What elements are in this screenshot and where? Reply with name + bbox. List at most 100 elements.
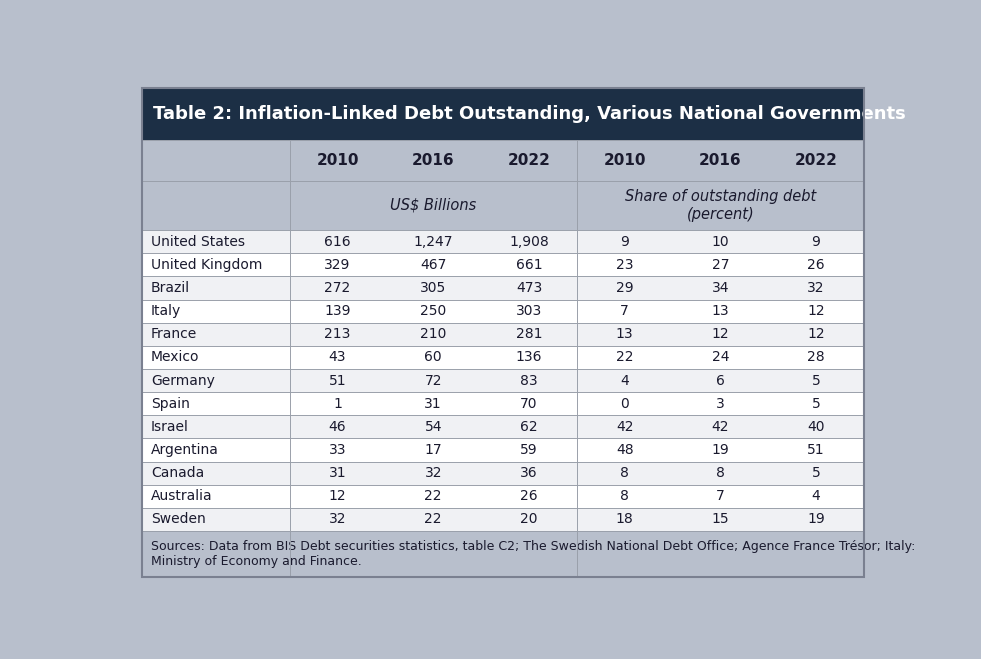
Text: 29: 29 — [616, 281, 634, 295]
Text: 8: 8 — [620, 466, 629, 480]
Text: 139: 139 — [325, 304, 351, 318]
Text: 46: 46 — [329, 420, 346, 434]
Text: 136: 136 — [516, 351, 542, 364]
Bar — [141, 323, 864, 346]
Text: United States: United States — [151, 235, 244, 248]
Text: 32: 32 — [425, 466, 442, 480]
Text: 210: 210 — [420, 328, 446, 341]
Bar — [141, 181, 864, 230]
Text: 303: 303 — [516, 304, 542, 318]
Text: 329: 329 — [325, 258, 351, 272]
Text: 1: 1 — [334, 397, 342, 411]
Text: 23: 23 — [616, 258, 634, 272]
Text: Mexico: Mexico — [151, 351, 199, 364]
Text: 26: 26 — [520, 490, 538, 503]
Text: 32: 32 — [807, 281, 825, 295]
Bar — [141, 140, 864, 181]
Text: 213: 213 — [325, 328, 351, 341]
Text: 51: 51 — [807, 443, 825, 457]
Text: Argentina: Argentina — [151, 443, 219, 457]
Text: 36: 36 — [520, 466, 538, 480]
Text: 10: 10 — [711, 235, 729, 248]
Text: 51: 51 — [329, 374, 346, 387]
Text: 3: 3 — [716, 397, 725, 411]
Bar — [141, 369, 864, 392]
Text: 20: 20 — [520, 513, 538, 527]
Text: Table 2: Inflation-Linked Debt Outstanding, Various National Governments: Table 2: Inflation-Linked Debt Outstandi… — [153, 105, 905, 123]
Text: US$ Billions: US$ Billions — [390, 198, 477, 213]
Text: 12: 12 — [807, 328, 825, 341]
Text: 26: 26 — [807, 258, 825, 272]
Text: 83: 83 — [520, 374, 538, 387]
Bar — [141, 438, 864, 461]
Text: 12: 12 — [711, 328, 729, 341]
Bar — [141, 461, 864, 485]
Text: 43: 43 — [329, 351, 346, 364]
Text: 1,908: 1,908 — [509, 235, 548, 248]
Text: Germany: Germany — [151, 374, 215, 387]
Bar — [141, 415, 864, 438]
Text: 2010: 2010 — [603, 153, 645, 168]
Text: 19: 19 — [711, 443, 729, 457]
Text: 18: 18 — [616, 513, 634, 527]
Text: 72: 72 — [425, 374, 442, 387]
Text: 22: 22 — [425, 490, 442, 503]
Text: 661: 661 — [516, 258, 542, 272]
Text: 473: 473 — [516, 281, 542, 295]
Text: 19: 19 — [807, 513, 825, 527]
Text: 5: 5 — [811, 374, 820, 387]
Text: 15: 15 — [711, 513, 729, 527]
Text: 28: 28 — [807, 351, 825, 364]
Text: Sources: Data from BIS Debt securities statistics, table C2; The Swedish Nationa: Sources: Data from BIS Debt securities s… — [151, 540, 915, 568]
Text: 1,247: 1,247 — [414, 235, 453, 248]
Text: 305: 305 — [420, 281, 446, 295]
Text: United Kingdom: United Kingdom — [151, 258, 262, 272]
Text: 12: 12 — [807, 304, 825, 318]
Text: 7: 7 — [716, 490, 725, 503]
Text: Australia: Australia — [151, 490, 212, 503]
Text: 40: 40 — [807, 420, 825, 434]
Text: 33: 33 — [329, 443, 346, 457]
Text: 5: 5 — [811, 397, 820, 411]
Text: 62: 62 — [520, 420, 538, 434]
Text: Spain: Spain — [151, 397, 189, 411]
Text: 281: 281 — [516, 328, 542, 341]
Text: 8: 8 — [716, 466, 725, 480]
Text: 2016: 2016 — [699, 153, 742, 168]
Bar — [141, 346, 864, 369]
Bar — [141, 508, 864, 531]
Bar — [141, 485, 864, 508]
Bar — [141, 392, 864, 415]
Text: 48: 48 — [616, 443, 634, 457]
Text: 250: 250 — [420, 304, 446, 318]
Text: 54: 54 — [425, 420, 442, 434]
Text: 59: 59 — [520, 443, 538, 457]
Text: 27: 27 — [711, 258, 729, 272]
Text: Italy: Italy — [151, 304, 181, 318]
Text: Canada: Canada — [151, 466, 204, 480]
Text: 12: 12 — [329, 490, 346, 503]
Text: 7: 7 — [620, 304, 629, 318]
Text: 4: 4 — [811, 490, 820, 503]
Text: 31: 31 — [425, 397, 442, 411]
Text: 2016: 2016 — [412, 153, 454, 168]
Text: 24: 24 — [711, 351, 729, 364]
Text: 42: 42 — [711, 420, 729, 434]
Text: 2010: 2010 — [316, 153, 359, 168]
Text: 60: 60 — [425, 351, 442, 364]
Text: Sweden: Sweden — [151, 513, 205, 527]
Text: 8: 8 — [620, 490, 629, 503]
Text: 70: 70 — [520, 397, 538, 411]
Bar — [141, 531, 864, 577]
Text: Share of outstanding debt
(percent): Share of outstanding debt (percent) — [625, 189, 816, 221]
Text: 22: 22 — [425, 513, 442, 527]
Text: 2022: 2022 — [795, 153, 838, 168]
Text: 13: 13 — [711, 304, 729, 318]
Text: 22: 22 — [616, 351, 634, 364]
Text: 9: 9 — [620, 235, 629, 248]
Text: 34: 34 — [711, 281, 729, 295]
Text: 616: 616 — [325, 235, 351, 248]
Text: 272: 272 — [325, 281, 350, 295]
Text: 31: 31 — [329, 466, 346, 480]
Text: 2022: 2022 — [507, 153, 550, 168]
